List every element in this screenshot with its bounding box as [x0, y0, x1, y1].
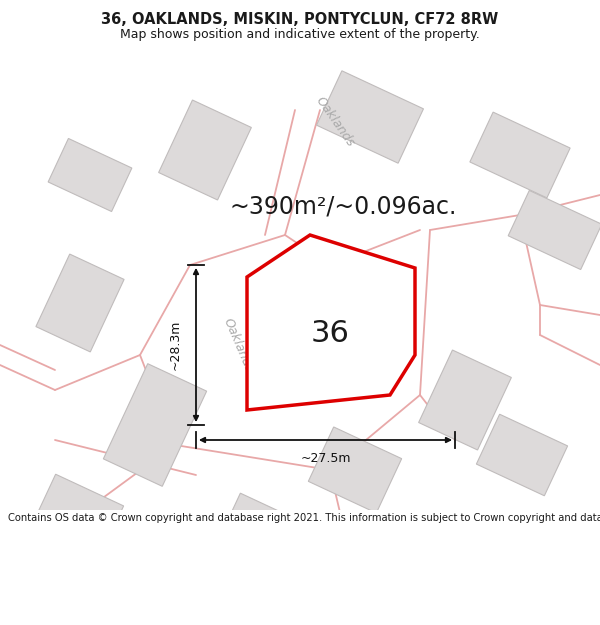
Polygon shape [36, 254, 124, 352]
Text: 36: 36 [311, 319, 349, 348]
Polygon shape [476, 414, 568, 496]
Text: 36, OAKLANDS, MISKIN, PONTYCLUN, CF72 8RW: 36, OAKLANDS, MISKIN, PONTYCLUN, CF72 8R… [101, 12, 499, 27]
Polygon shape [32, 474, 124, 556]
Text: ~28.3m: ~28.3m [169, 320, 182, 370]
Polygon shape [419, 350, 511, 450]
Text: ~27.5m: ~27.5m [300, 452, 351, 465]
Text: Oaklands: Oaklands [313, 94, 357, 149]
Text: Contains OS data © Crown copyright and database right 2021. This information is : Contains OS data © Crown copyright and d… [8, 514, 600, 524]
Polygon shape [317, 71, 424, 163]
Polygon shape [470, 112, 570, 198]
Polygon shape [308, 427, 401, 513]
Text: Oaklands: Oaklands [221, 316, 256, 374]
Polygon shape [247, 235, 415, 410]
Polygon shape [48, 139, 132, 211]
Polygon shape [508, 191, 600, 269]
Text: Map shows position and indicative extent of the property.: Map shows position and indicative extent… [120, 28, 480, 41]
Polygon shape [158, 100, 251, 200]
Text: ~390m²/~0.096ac.: ~390m²/~0.096ac. [230, 195, 457, 219]
Polygon shape [103, 364, 206, 486]
Polygon shape [217, 493, 313, 577]
